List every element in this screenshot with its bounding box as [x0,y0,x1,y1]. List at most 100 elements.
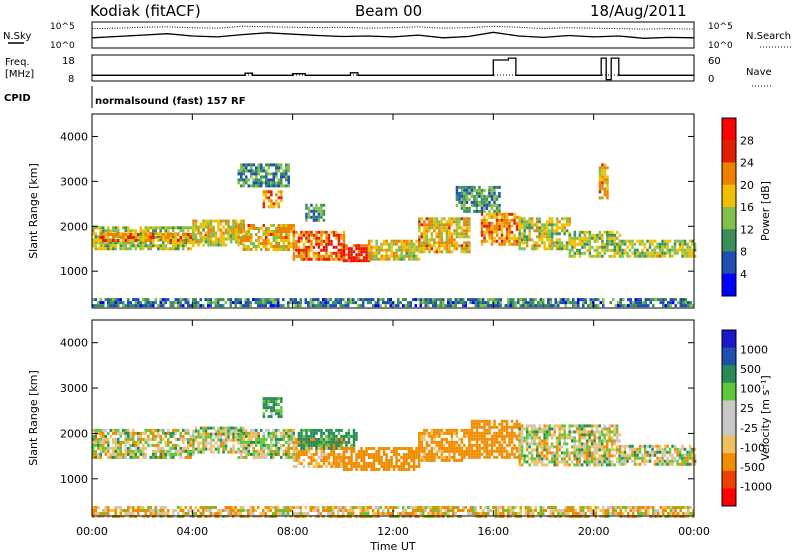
heatmap-cell [302,230,306,234]
heatmap-cell [332,257,336,261]
heatmap-cell [490,191,494,195]
heatmap-cell [159,226,162,230]
heatmap-cell [239,222,243,226]
heatmap-cell [364,298,367,302]
heatmap-cell [332,462,336,465]
colorbar-tick-label: 12 [740,223,754,236]
heatmap-cell [129,239,132,242]
heatmap-cell [568,254,572,258]
heatmap-cell [535,445,539,449]
heatmap-cell [255,449,258,453]
heatmap-cell [632,304,635,308]
heatmap-cell [668,450,672,454]
heatmap-cell [503,236,506,240]
heatmap-cell [352,450,356,453]
heatmap-cell [638,462,642,466]
colorbar-tick-label: 16 [740,201,754,214]
heatmap-cell [601,242,604,246]
heatmap-cell [684,298,687,302]
heatmap-cell [520,232,524,236]
heatmap-cell [448,443,451,447]
heatmap-cell [332,437,336,441]
heatmap-cell [327,257,331,261]
heatmap-cell [455,185,459,189]
heatmap-cell [207,231,210,235]
heatmap-cell [621,248,624,252]
heatmap-cell [92,509,95,512]
heatmap-cell [345,447,348,450]
heatmap-cell [134,446,137,450]
heatmap-cell [242,181,245,185]
heatmap-cell [490,206,494,210]
heatmap-cell [370,248,373,252]
heatmap-cell [154,229,157,233]
heatmap-cell [510,428,514,432]
heatmap-cell [319,304,322,308]
heatmap-cell [380,456,383,459]
heatmap-cell [668,459,672,463]
heatmap-cell [543,247,546,251]
heatmap-cell [564,301,567,305]
heatmap-cell [468,434,471,438]
heatmap-cell [390,462,393,465]
heatmap-cell [287,227,290,230]
heatmap-cell [616,242,619,246]
heatmap-cell [598,236,602,240]
heatmap-cell [545,235,549,239]
heatmap-cell [553,241,556,245]
heatmap-cell [683,248,687,252]
heatmap-cell [621,459,624,463]
heatmap-cell [142,241,145,245]
heatmap-cell [274,298,277,302]
heatmap-cell [671,245,674,249]
heatmap-cell [480,431,484,435]
heatmap-cell [648,242,652,246]
heatmap-cell [435,241,439,245]
heatmap-cell [525,226,529,230]
heatmap-cell [598,254,602,258]
heatmap-cell [352,428,356,432]
heatmap-cell [578,251,582,255]
heatmap-cell [207,243,210,247]
heatmap-cell [262,298,265,302]
heatmap-cell [458,223,461,227]
heatmap-cell [292,452,295,456]
heatmap-cell [294,301,297,305]
heatmap-cell [117,455,120,459]
heatmap-cell [530,451,534,455]
heatmap-cell [402,456,406,459]
heatmap-cell [488,236,491,240]
heatmap-cell [595,424,599,428]
heatmap-cell [94,452,97,456]
heatmap-cell [184,428,187,432]
heatmap-cell [229,438,233,442]
heatmap-cell [347,431,351,435]
heatmap-cell [428,455,431,459]
heatmap-cell [124,440,127,444]
heatmap-cell [162,235,165,239]
heatmap-cell [522,298,525,302]
heatmap-cell [390,450,393,453]
heatmap-cell [139,244,142,248]
heatmap-cell [204,435,208,439]
heatmap-cell [508,218,511,222]
heatmap-cell [239,301,242,305]
heatmap-cell [407,453,411,456]
heatmap-cell [277,397,281,401]
heatmap-cell [468,431,471,435]
heatmap-cell [362,468,366,471]
heatmap-cell [656,254,659,258]
heatmap-cell [440,455,444,459]
heatmap-cell [127,449,130,453]
heatmap-cell [94,428,97,432]
heatmap-cell [395,257,398,261]
heatmap-cell [300,453,303,456]
heatmap-cell [282,239,285,242]
heatmap-cell [558,238,561,242]
heatmap-cell [227,228,230,232]
heatmap-cell [259,304,262,308]
heatmap-cell [525,235,529,239]
heatmap-cell [292,428,295,432]
heatmap-cell [583,448,586,452]
heatmap-cell [488,428,491,432]
